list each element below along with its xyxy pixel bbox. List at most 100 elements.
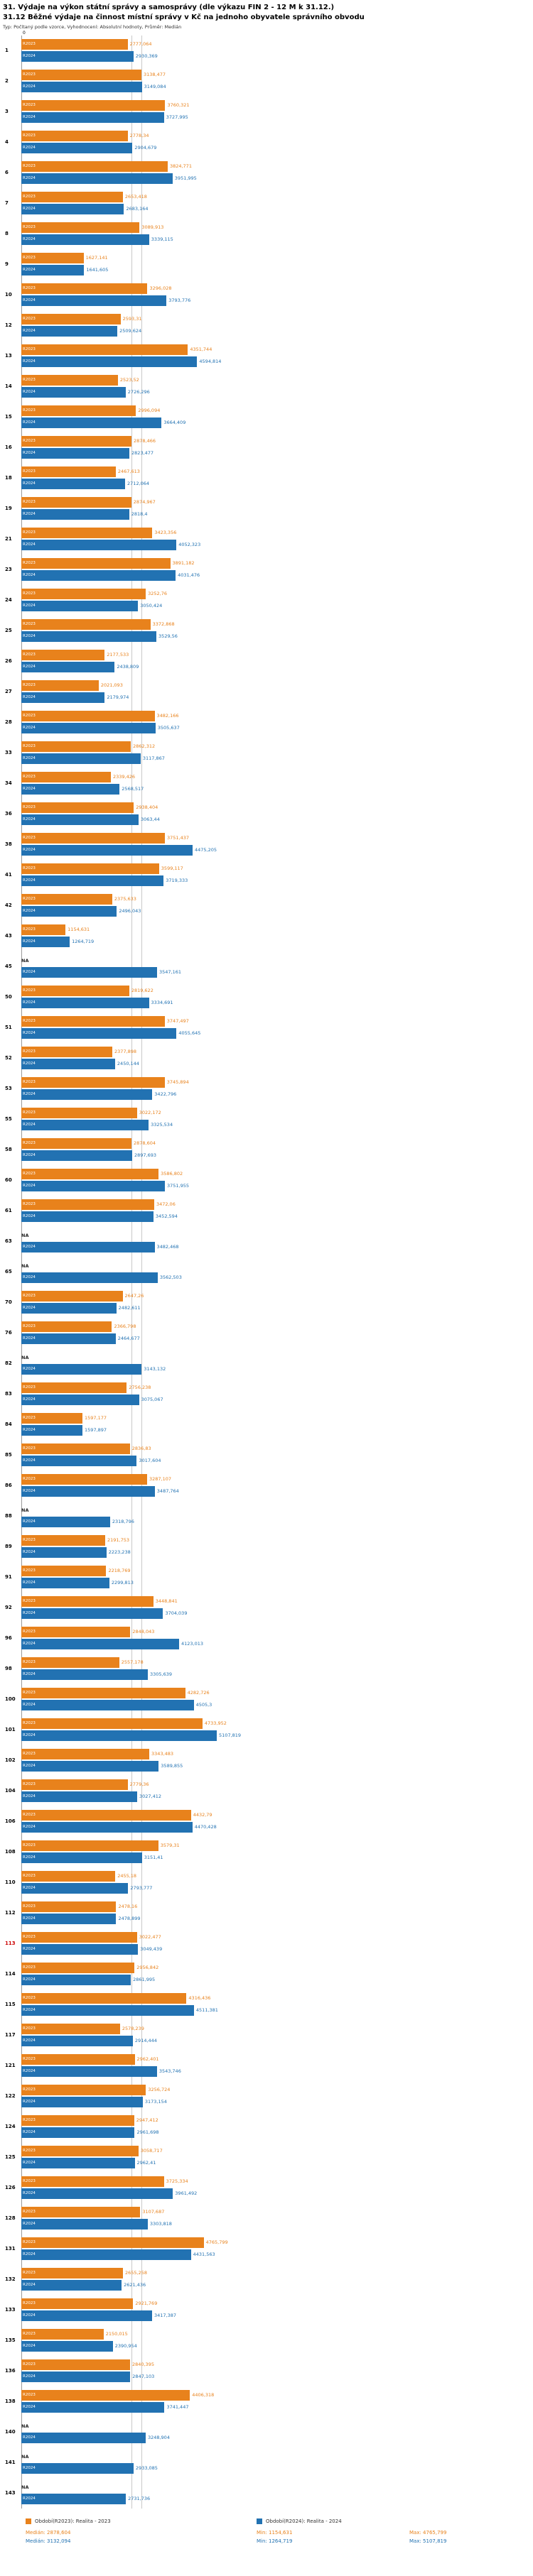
bar-2024[interactable]: R2024 bbox=[21, 2372, 131, 2382]
bar-2024[interactable]: R2024 bbox=[21, 906, 117, 917]
bar-2023[interactable]: R2023 bbox=[21, 1382, 127, 1393]
bar-2023[interactable]: R2023 bbox=[21, 2085, 146, 2095]
bar-2023[interactable]: R2023 bbox=[21, 2298, 134, 2309]
bar-2024[interactable]: R2024 bbox=[21, 1150, 133, 1161]
bar-2024[interactable]: R2024 bbox=[21, 814, 139, 825]
bar-2023[interactable]: R2023 bbox=[21, 1810, 191, 1821]
bar-2024[interactable]: R2024 bbox=[21, 1028, 177, 1039]
bar-2023[interactable]: R2023 bbox=[21, 863, 159, 874]
bar-2024[interactable]: R2024 bbox=[21, 631, 157, 642]
bar-2024[interactable]: R2024 bbox=[21, 540, 177, 550]
bar-2024[interactable]: R2024 bbox=[21, 479, 126, 489]
bar-2023[interactable]: R2023 bbox=[21, 1840, 158, 1851]
bar-2023[interactable]: R2023 bbox=[21, 2024, 120, 2034]
bar-2023[interactable]: R2023 bbox=[21, 1291, 123, 1301]
bar-2023[interactable]: R2023 bbox=[21, 131, 128, 141]
bar-2023[interactable]: R2023 bbox=[21, 1688, 185, 1698]
bar-2023[interactable]: R2023 bbox=[21, 1199, 154, 1210]
bar-2023[interactable]: R2023 bbox=[21, 1169, 159, 1179]
bar-2024[interactable]: R2024 bbox=[21, 1486, 155, 1497]
bar-2023[interactable]: R2023 bbox=[21, 2115, 134, 2126]
bar-2023[interactable]: R2023 bbox=[21, 497, 131, 508]
bar-2024[interactable]: R2024 bbox=[21, 448, 130, 459]
bar-2024[interactable]: R2024 bbox=[21, 509, 129, 520]
bar-2024[interactable]: R2024 bbox=[21, 2066, 157, 2077]
bar-2024[interactable]: R2024 bbox=[21, 570, 176, 581]
bar-2024[interactable]: R2024 bbox=[21, 1181, 166, 1191]
bar-2023[interactable]: R2023 bbox=[21, 2054, 135, 2065]
bar-2023[interactable]: R2023 bbox=[21, 1993, 187, 2004]
bar-2023[interactable]: R2023 bbox=[21, 650, 105, 660]
bar-2024[interactable]: R2024 bbox=[21, 1852, 142, 1863]
bar-2024[interactable]: R2024 bbox=[21, 265, 85, 275]
bar-2024[interactable]: R2024 bbox=[21, 2005, 194, 2016]
bar-2024[interactable]: R2024 bbox=[21, 1944, 139, 1955]
bar-2024[interactable]: R2024 bbox=[21, 1242, 155, 1252]
bar-2024[interactable]: R2024 bbox=[21, 2249, 191, 2260]
bar-2024[interactable]: R2024 bbox=[21, 967, 157, 978]
bar-2024[interactable]: R2024 bbox=[21, 356, 198, 367]
bar-2024[interactable]: R2024 bbox=[21, 2188, 173, 2199]
bar-2024[interactable]: R2024 bbox=[21, 1425, 83, 1436]
bar-2024[interactable]: R2024 bbox=[21, 2402, 165, 2413]
bar-2024[interactable]: R2024 bbox=[21, 204, 124, 214]
bar-2024[interactable]: R2024 bbox=[21, 1517, 110, 1527]
bar-2023[interactable]: R2023 bbox=[21, 253, 84, 263]
bar-2023[interactable]: R2023 bbox=[21, 1443, 130, 1454]
bar-2023[interactable]: R2023 bbox=[21, 589, 146, 599]
bar-2024[interactable]: R2024 bbox=[21, 1120, 149, 1130]
bar-2024[interactable]: R2024 bbox=[21, 173, 173, 184]
bar-2023[interactable]: R2023 bbox=[21, 70, 141, 80]
bar-2024[interactable]: R2024 bbox=[21, 112, 164, 123]
bar-2023[interactable]: R2023 bbox=[21, 2268, 123, 2278]
bar-2024[interactable]: R2024 bbox=[21, 326, 118, 337]
bar-2024[interactable]: R2024 bbox=[21, 295, 167, 306]
bar-2024[interactable]: R2024 bbox=[21, 2433, 146, 2443]
bar-2023[interactable]: R2023 bbox=[21, 405, 136, 416]
bar-2024[interactable]: R2024 bbox=[21, 2219, 148, 2230]
bar-2023[interactable]: R2023 bbox=[21, 1566, 107, 1576]
bar-2024[interactable]: R2024 bbox=[21, 2127, 135, 2138]
bar-2024[interactable]: R2024 bbox=[21, 1364, 142, 1375]
bar-2023[interactable]: R2023 bbox=[21, 100, 166, 111]
bar-2023[interactable]: R2023 bbox=[21, 2237, 204, 2248]
bar-2024[interactable]: R2024 bbox=[21, 875, 164, 886]
bar-2023[interactable]: R2023 bbox=[21, 1932, 137, 1943]
bar-2024[interactable]: R2024 bbox=[21, 1975, 131, 1985]
bar-2024[interactable]: R2024 bbox=[21, 1211, 154, 1222]
bar-2023[interactable]: R2023 bbox=[21, 833, 165, 844]
bar-2024[interactable]: R2024 bbox=[21, 662, 115, 672]
bar-2024[interactable]: R2024 bbox=[21, 1303, 117, 1314]
bar-2023[interactable]: R2023 bbox=[21, 619, 151, 630]
bar-2023[interactable]: R2023 bbox=[21, 1627, 131, 1637]
bar-2023[interactable]: R2023 bbox=[21, 1321, 112, 1332]
bar-2023[interactable]: R2023 bbox=[21, 375, 118, 386]
bar-2023[interactable]: R2023 bbox=[21, 222, 140, 233]
bar-2023[interactable]: R2023 bbox=[21, 1657, 119, 1668]
bar-2024[interactable]: R2024 bbox=[21, 1089, 153, 1100]
bar-2024[interactable]: R2024 bbox=[21, 1822, 193, 1833]
bar-2024[interactable]: R2024 bbox=[21, 723, 156, 733]
bar-2024[interactable]: R2024 bbox=[21, 2310, 152, 2321]
bar-2024[interactable]: R2024 bbox=[21, 1456, 137, 1466]
bar-2024[interactable]: R2024 bbox=[21, 2158, 135, 2168]
bar-2024[interactable]: R2024 bbox=[21, 1547, 107, 1558]
bar-2023[interactable]: R2023 bbox=[21, 1535, 106, 1546]
bar-2023[interactable]: R2023 bbox=[21, 314, 121, 324]
bar-2023[interactable]: R2023 bbox=[21, 436, 131, 447]
bar-2024[interactable]: R2024 bbox=[21, 387, 126, 398]
bar-2023[interactable]: R2023 bbox=[21, 1413, 82, 1424]
bar-2023[interactable]: R2023 bbox=[21, 1779, 128, 1790]
bar-2023[interactable]: R2023 bbox=[21, 1047, 113, 1057]
bar-2024[interactable]: R2024 bbox=[21, 1700, 194, 1710]
bar-2023[interactable]: R2023 bbox=[21, 2146, 139, 2156]
bar-2024[interactable]: R2024 bbox=[21, 1730, 217, 1741]
bar-2024[interactable]: R2024 bbox=[21, 1333, 116, 1344]
bar-2024[interactable]: R2024 bbox=[21, 2463, 134, 2474]
bar-2023[interactable]: R2023 bbox=[21, 1138, 131, 1149]
bar-2023[interactable]: R2023 bbox=[21, 558, 171, 569]
bar-2024[interactable]: R2024 bbox=[21, 2280, 122, 2291]
bar-2023[interactable]: R2023 bbox=[21, 2207, 141, 2217]
bar-2024[interactable]: R2024 bbox=[21, 937, 70, 947]
bar-2023[interactable]: R2023 bbox=[21, 1108, 137, 1118]
